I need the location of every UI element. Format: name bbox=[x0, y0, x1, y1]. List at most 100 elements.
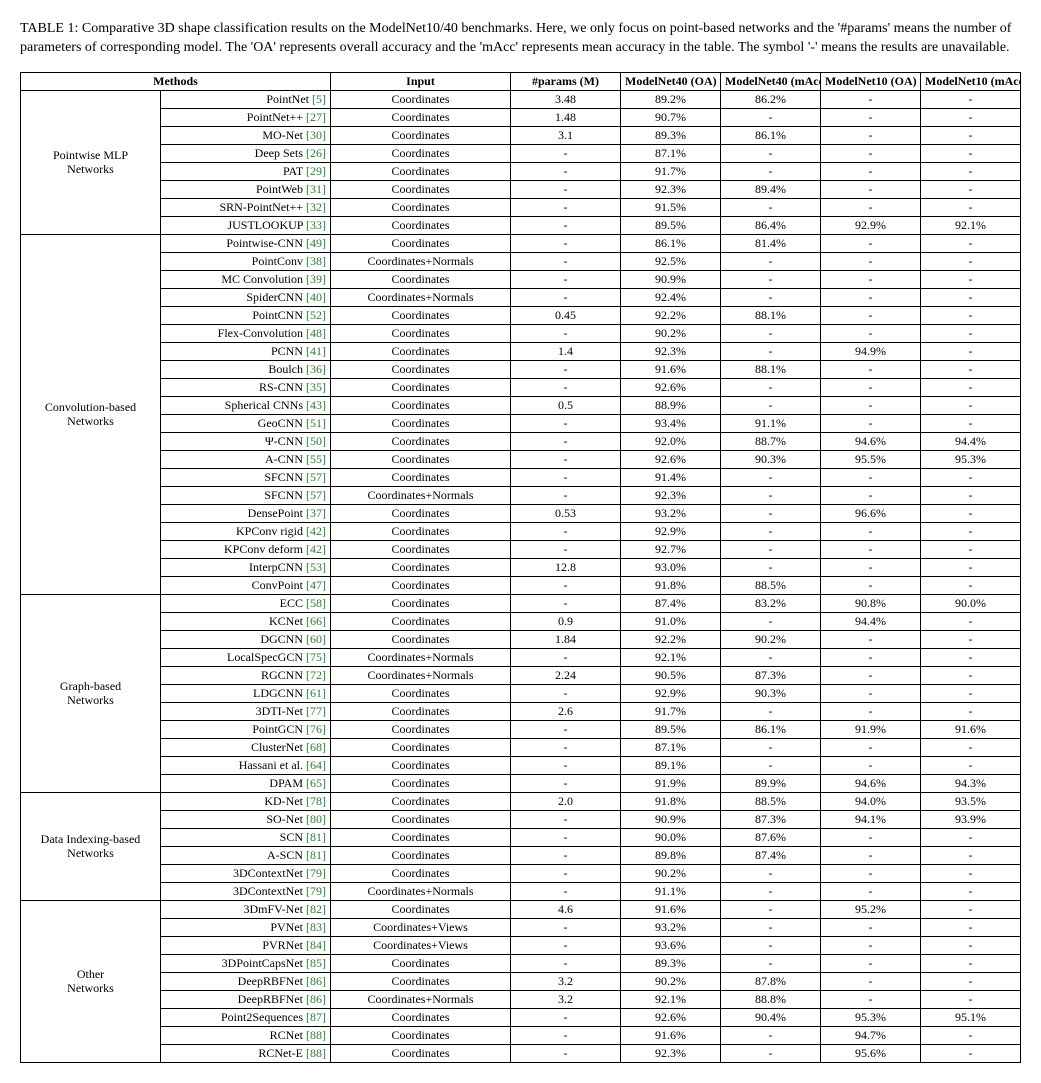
ref-link[interactable]: [42] bbox=[306, 542, 326, 556]
ref-link[interactable]: [81] bbox=[306, 830, 326, 844]
m10ma-cell: - bbox=[921, 648, 1021, 666]
params-cell: 0.45 bbox=[511, 306, 621, 324]
ref-link[interactable]: [51] bbox=[306, 416, 326, 430]
m10ma-cell: - bbox=[921, 1026, 1021, 1044]
params-cell: 3.1 bbox=[511, 126, 621, 144]
ref-link[interactable]: [88] bbox=[306, 1046, 326, 1060]
ref-link[interactable]: [38] bbox=[306, 254, 326, 268]
params-cell: - bbox=[511, 936, 621, 954]
ref-link[interactable]: [75] bbox=[306, 650, 326, 664]
ref-link[interactable]: [42] bbox=[306, 524, 326, 538]
table-row: Ψ-CNN [50]Coordinates-92.0%88.7%94.6%94.… bbox=[21, 432, 1021, 450]
params-cell: - bbox=[511, 198, 621, 216]
input-cell: Coordinates bbox=[331, 126, 511, 144]
method-cell: MO-Net [30] bbox=[161, 126, 331, 144]
ref-link[interactable]: [36] bbox=[306, 362, 326, 376]
ref-link[interactable]: [58] bbox=[306, 596, 326, 610]
m10oa-cell: - bbox=[821, 540, 921, 558]
ref-link[interactable]: [29] bbox=[306, 164, 326, 178]
ref-link[interactable]: [55] bbox=[306, 452, 326, 466]
ref-link[interactable]: [72] bbox=[306, 668, 326, 682]
m40oa-cell: 87.1% bbox=[621, 738, 721, 756]
method-cell: PointWeb [31] bbox=[161, 180, 331, 198]
ref-link[interactable]: [81] bbox=[306, 848, 326, 862]
ref-link[interactable]: [68] bbox=[306, 740, 326, 754]
m40ma-cell: - bbox=[721, 396, 821, 414]
method-cell: ClusterNet [68] bbox=[161, 738, 331, 756]
ref-link[interactable]: [85] bbox=[306, 956, 326, 970]
m10ma-cell: - bbox=[921, 144, 1021, 162]
table-row: PointWeb [31]Coordinates-92.3%89.4%-- bbox=[21, 180, 1021, 198]
m40oa-cell: 87.1% bbox=[621, 144, 721, 162]
method-cell: SCN [81] bbox=[161, 828, 331, 846]
method-cell: SpiderCNN [40] bbox=[161, 288, 331, 306]
ref-link[interactable]: [27] bbox=[306, 110, 326, 124]
input-cell: Coordinates bbox=[331, 234, 511, 252]
m10ma-cell: - bbox=[921, 936, 1021, 954]
m10ma-cell: - bbox=[921, 558, 1021, 576]
ref-link[interactable]: [65] bbox=[306, 776, 326, 790]
ref-link[interactable]: [33] bbox=[306, 218, 326, 232]
ref-link[interactable]: [39] bbox=[306, 272, 326, 286]
ref-link[interactable]: [84] bbox=[306, 938, 326, 952]
ref-link[interactable]: [32] bbox=[306, 200, 326, 214]
m40oa-cell: 90.9% bbox=[621, 810, 721, 828]
ref-link[interactable]: [35] bbox=[306, 380, 326, 394]
ref-link[interactable]: [79] bbox=[306, 884, 326, 898]
ref-link[interactable]: [57] bbox=[306, 488, 326, 502]
ref-link[interactable]: [64] bbox=[306, 758, 326, 772]
m40oa-cell: 91.6% bbox=[621, 360, 721, 378]
m10oa-cell: 94.0% bbox=[821, 792, 921, 810]
m40oa-cell: 90.9% bbox=[621, 270, 721, 288]
input-cell: Coordinates bbox=[331, 1044, 511, 1062]
ref-link[interactable]: [40] bbox=[306, 290, 326, 304]
m10ma-cell: - bbox=[921, 990, 1021, 1008]
m40oa-cell: 92.1% bbox=[621, 648, 721, 666]
ref-link[interactable]: [77] bbox=[306, 704, 326, 718]
m40oa-cell: 91.9% bbox=[621, 774, 721, 792]
ref-link[interactable]: [86] bbox=[306, 974, 326, 988]
ref-link[interactable]: [26] bbox=[306, 146, 326, 160]
ref-link[interactable]: [80] bbox=[306, 812, 326, 826]
table-row: PointConv [38]Coordinates+Normals-92.5%-… bbox=[21, 252, 1021, 270]
table-row: KPConv deform [42]Coordinates-92.7%--- bbox=[21, 540, 1021, 558]
ref-link[interactable]: [48] bbox=[306, 326, 326, 340]
ref-link[interactable]: [83] bbox=[306, 920, 326, 934]
m40oa-cell: 89.3% bbox=[621, 954, 721, 972]
ref-link[interactable]: [82] bbox=[306, 902, 326, 916]
ref-link[interactable]: [66] bbox=[306, 614, 326, 628]
method-cell: 3DPointCapsNet [85] bbox=[161, 954, 331, 972]
params-cell: - bbox=[511, 864, 621, 882]
ref-link[interactable]: [86] bbox=[306, 992, 326, 1006]
method-cell: DPAM [65] bbox=[161, 774, 331, 792]
params-cell: 3.2 bbox=[511, 972, 621, 990]
ref-link[interactable]: [41] bbox=[306, 344, 326, 358]
ref-link[interactable]: [60] bbox=[306, 632, 326, 646]
ref-link[interactable]: [37] bbox=[306, 506, 326, 520]
ref-link[interactable]: [47] bbox=[306, 578, 326, 592]
params-cell: - bbox=[511, 1008, 621, 1026]
ref-link[interactable]: [31] bbox=[306, 182, 326, 196]
m40ma-cell: 86.4% bbox=[721, 216, 821, 234]
ref-link[interactable]: [30] bbox=[306, 128, 326, 142]
ref-link[interactable]: [49] bbox=[306, 236, 326, 250]
ref-link[interactable]: [5] bbox=[312, 92, 326, 106]
params-cell: - bbox=[511, 756, 621, 774]
ref-link[interactable]: [53] bbox=[306, 560, 326, 574]
ref-link[interactable]: [79] bbox=[306, 866, 326, 880]
table-body: Pointwise MLPNetworksPointNet [5]Coordin… bbox=[21, 90, 1021, 1062]
table-row: ConvPoint [47]Coordinates-91.8%88.5%-- bbox=[21, 576, 1021, 594]
m40oa-cell: 90.7% bbox=[621, 108, 721, 126]
m10oa-cell: - bbox=[821, 360, 921, 378]
ref-link[interactable]: [52] bbox=[306, 308, 326, 322]
ref-link[interactable]: [43] bbox=[306, 398, 326, 412]
ref-link[interactable]: [76] bbox=[306, 722, 326, 736]
input-cell: Coordinates bbox=[331, 972, 511, 990]
ref-link[interactable]: [87] bbox=[306, 1010, 326, 1024]
ref-link[interactable]: [50] bbox=[306, 434, 326, 448]
ref-link[interactable]: [61] bbox=[306, 686, 326, 700]
ref-link[interactable]: [57] bbox=[306, 470, 326, 484]
table-row: LDGCNN [61]Coordinates-92.9%90.3%-- bbox=[21, 684, 1021, 702]
ref-link[interactable]: [78] bbox=[306, 794, 326, 808]
input-cell: Coordinates bbox=[331, 522, 511, 540]
